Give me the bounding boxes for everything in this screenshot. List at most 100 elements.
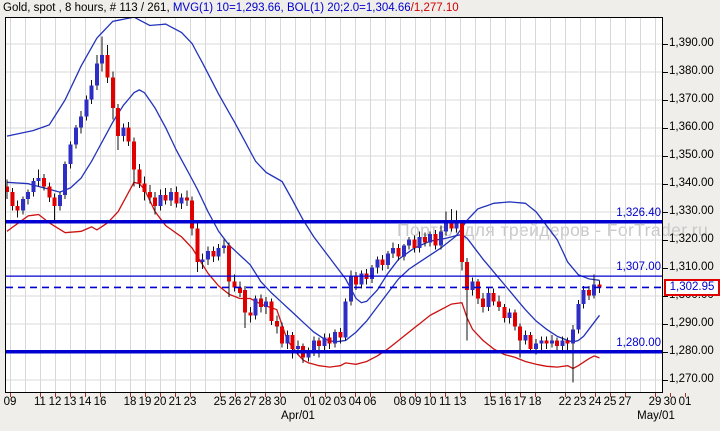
candle-down [163, 194, 168, 201]
candle-up [285, 334, 290, 344]
candle-up [68, 144, 73, 165]
x-axis-tick [520, 393, 521, 397]
candle-down [586, 290, 591, 296]
x-axis-tick [235, 393, 236, 397]
candle-down [449, 220, 454, 229]
candle-up [486, 292, 491, 307]
x-axis-tick [400, 393, 401, 397]
candle-down [274, 320, 279, 327]
x-axis-tick [145, 393, 146, 397]
x-axis-label: 27 [618, 396, 632, 408]
x-axis-tick [370, 393, 371, 397]
x-axis-label: 30 [273, 396, 287, 408]
level-line-label: 1,326.40 [616, 206, 661, 219]
month-label: May/01 [637, 410, 675, 422]
candle-up [571, 329, 575, 344]
candle-down [5, 186, 9, 193]
x-axis-label: 10 [423, 396, 437, 408]
candle-up [348, 276, 353, 302]
candle-up [63, 164, 68, 195]
x-axis-tick [100, 393, 101, 397]
candle-down [518, 326, 523, 341]
candle-up [94, 63, 99, 86]
candle-down [475, 281, 480, 299]
candle-down [502, 306, 507, 319]
candle-down [153, 197, 158, 207]
x-axis-label: 25 [603, 396, 617, 408]
x-axis-label: 08 [393, 396, 407, 408]
indicator-line [6, 181, 600, 370]
candle-down [15, 206, 20, 211]
x-axis-label: 21 [168, 396, 182, 408]
chart-title-indicators: MVG(1) 10=1,293.66, BOL(1) 20;2.0=1,304.… [172, 2, 411, 14]
x-axis-tick [325, 393, 326, 397]
chart-title-instrument: Gold, spot , 8 hours, # 113 / 261, [3, 2, 173, 14]
y-axis-label: 1,340.00 [669, 176, 714, 189]
candle-up [179, 197, 184, 204]
x-axis-tick [415, 393, 416, 397]
watermark: Портал для трейдеров - ForTrader.ru [397, 220, 709, 240]
y-axis-tick [663, 43, 668, 45]
candle-down [396, 248, 401, 257]
level-line-label: 1,307.00 [616, 261, 661, 274]
candle-down [597, 284, 602, 288]
price-chart[interactable] [5, 17, 663, 393]
x-axis-tick [565, 393, 566, 397]
y-axis-label: 1,310.00 [669, 260, 714, 273]
candle-down [132, 141, 136, 170]
candle-up [507, 312, 512, 319]
x-axis-label: 24 [588, 396, 602, 408]
candle-down [105, 54, 110, 78]
x-axis-tick [220, 393, 221, 397]
candle-up [549, 340, 554, 344]
candle-down [459, 222, 464, 263]
candle-up [36, 178, 41, 181]
x-axis-tick [190, 393, 191, 397]
y-axis-label: 1,370.00 [669, 92, 714, 105]
x-axis-label: 18 [123, 396, 137, 408]
candle-down [195, 228, 200, 263]
x-axis-label: 28 [258, 396, 272, 408]
x-axis-tick [355, 393, 356, 397]
candle-down [412, 239, 417, 249]
x-axis-tick [685, 393, 686, 397]
candle-up [592, 284, 597, 296]
candle-up [121, 127, 126, 137]
candle-down [137, 169, 142, 184]
candle-down [190, 200, 195, 229]
candle-down [10, 192, 15, 207]
x-axis-tick [265, 393, 266, 397]
y-axis-tick [663, 379, 668, 381]
x-axis-tick [175, 393, 176, 397]
x-axis-tick [130, 393, 131, 397]
x-axis-label: 09 [408, 396, 422, 408]
candle-up [206, 250, 210, 260]
candle-up [417, 236, 422, 249]
candle-down [258, 298, 263, 307]
candle-down [52, 197, 57, 207]
y-axis-label: 1,270.00 [669, 372, 714, 385]
x-axis-tick [580, 393, 581, 397]
candle-up [333, 332, 337, 344]
x-axis-tick [430, 393, 431, 397]
candle-down [237, 287, 242, 293]
x-axis-tick [505, 393, 506, 397]
candle-up [221, 245, 226, 249]
y-axis-tick [663, 183, 668, 185]
x-axis-tick [610, 393, 611, 397]
x-axis-tick [40, 393, 41, 397]
candle-up [311, 340, 316, 352]
x-axis-label: 16 [93, 396, 107, 408]
x-axis-tick [310, 393, 311, 397]
candle-down [481, 298, 486, 307]
candle-up [216, 248, 221, 257]
x-axis-label: 27 [243, 396, 257, 408]
candle-down [544, 340, 549, 344]
candle-up [359, 273, 364, 285]
chart-title-bol-lower: /1,277.10 [410, 2, 459, 14]
candle-up [534, 343, 538, 349]
y-axis-label: 1,360.00 [669, 120, 714, 133]
candle-up [295, 346, 300, 349]
candle-up [581, 290, 586, 305]
